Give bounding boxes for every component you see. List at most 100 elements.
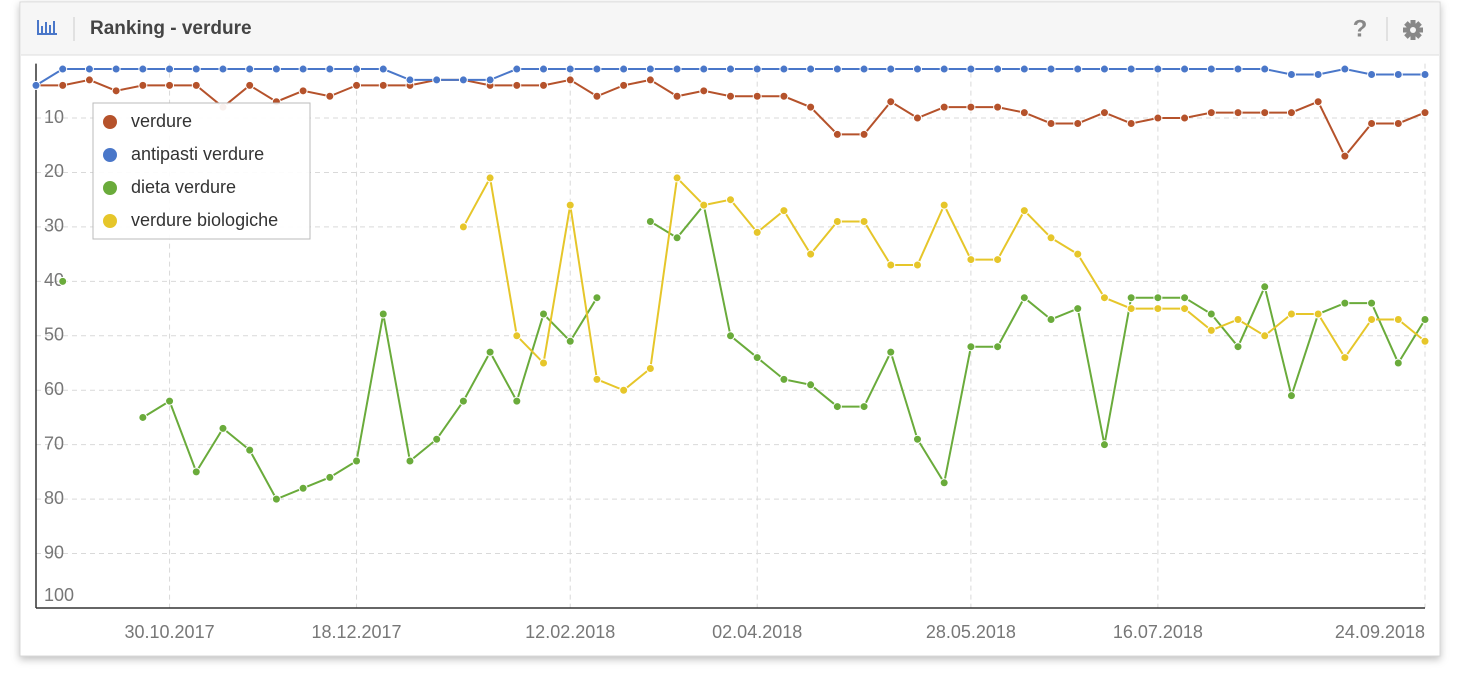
data-point xyxy=(1019,64,1029,74)
data-point xyxy=(966,102,976,112)
data-point xyxy=(111,64,121,74)
data-point xyxy=(1099,293,1109,303)
chart-icon[interactable] xyxy=(37,20,57,35)
data-point xyxy=(1180,293,1190,303)
data-point xyxy=(832,64,842,74)
x-tick-label: 02.04.2018 xyxy=(712,622,802,642)
data-point xyxy=(485,75,495,85)
data-point xyxy=(779,374,789,384)
data-point xyxy=(699,64,709,74)
data-point xyxy=(245,64,255,74)
legend-label: verdure biologiche xyxy=(131,210,278,230)
data-point xyxy=(859,129,869,139)
data-point xyxy=(298,483,308,493)
data-point xyxy=(993,342,1003,352)
data-point xyxy=(352,64,362,74)
data-point xyxy=(779,91,789,101)
data-point xyxy=(1073,64,1083,74)
data-point xyxy=(806,64,816,74)
legend-swatch xyxy=(103,181,117,195)
y-tick-label: 70 xyxy=(44,433,64,453)
data-point xyxy=(859,216,869,226)
y-tick-label: 20 xyxy=(44,161,64,181)
data-point xyxy=(1393,358,1403,368)
data-point xyxy=(58,80,68,90)
data-point xyxy=(832,129,842,139)
data-point xyxy=(832,402,842,412)
data-point xyxy=(1420,314,1430,324)
settings-button[interactable] xyxy=(1403,20,1423,40)
data-point xyxy=(1340,298,1350,308)
data-point xyxy=(565,64,575,74)
data-point xyxy=(859,402,869,412)
data-point xyxy=(779,206,789,216)
data-point xyxy=(1099,108,1109,118)
help-button[interactable]: ? xyxy=(1353,15,1368,42)
x-tick-label: 12.02.2018 xyxy=(525,622,615,642)
data-point xyxy=(1367,69,1377,79)
data-point xyxy=(1206,325,1216,335)
data-point xyxy=(138,412,148,422)
data-point xyxy=(1126,304,1136,314)
data-point xyxy=(1180,304,1190,314)
data-point xyxy=(592,293,602,303)
data-point xyxy=(592,374,602,384)
data-point xyxy=(1153,304,1163,314)
data-point xyxy=(565,336,575,346)
legend-label: dieta verdure xyxy=(131,177,236,197)
data-point xyxy=(1126,293,1136,303)
data-point xyxy=(939,478,949,488)
data-point xyxy=(191,64,201,74)
data-point xyxy=(138,64,148,74)
data-point xyxy=(1233,108,1243,118)
data-point xyxy=(912,434,922,444)
data-point xyxy=(1340,64,1350,74)
data-point xyxy=(58,276,68,286)
data-point xyxy=(672,64,682,74)
data-point xyxy=(1260,64,1270,74)
data-point xyxy=(912,113,922,123)
data-point xyxy=(619,385,629,395)
data-point xyxy=(619,64,629,74)
data-point xyxy=(1420,108,1430,118)
x-tick-label: 18.12.2017 xyxy=(311,622,401,642)
legend-label: verdure xyxy=(131,111,192,131)
data-point xyxy=(966,342,976,352)
data-point xyxy=(485,347,495,357)
data-point xyxy=(1286,309,1296,319)
data-point xyxy=(1367,118,1377,128)
data-point xyxy=(565,75,575,85)
data-point xyxy=(726,331,735,341)
data-point xyxy=(1367,314,1377,324)
y-tick-label: 90 xyxy=(44,542,64,562)
y-tick-label: 10 xyxy=(44,107,64,127)
data-point xyxy=(1393,314,1403,324)
data-point xyxy=(245,445,255,455)
data-point xyxy=(672,91,682,101)
data-point xyxy=(592,91,602,101)
data-point xyxy=(912,260,922,270)
data-point xyxy=(752,64,762,74)
data-point xyxy=(832,216,842,226)
data-point xyxy=(1313,309,1323,319)
series-line xyxy=(142,202,1426,501)
y-tick-label: 50 xyxy=(44,325,64,345)
data-point xyxy=(1126,118,1136,128)
data-point xyxy=(1153,64,1163,74)
data-point xyxy=(1099,440,1109,450)
data-point xyxy=(672,233,682,243)
data-point xyxy=(218,423,228,433)
data-point xyxy=(1073,118,1083,128)
x-tick-label: 30.10.2017 xyxy=(125,622,215,642)
data-point xyxy=(191,467,201,477)
data-point xyxy=(1233,64,1243,74)
data-point xyxy=(512,331,522,341)
data-point xyxy=(271,64,281,74)
data-point xyxy=(645,363,655,373)
data-point xyxy=(165,80,175,90)
data-point xyxy=(1260,108,1270,118)
data-point xyxy=(619,80,629,90)
panel-title: Ranking - verdure xyxy=(90,18,252,39)
data-point xyxy=(405,456,415,466)
